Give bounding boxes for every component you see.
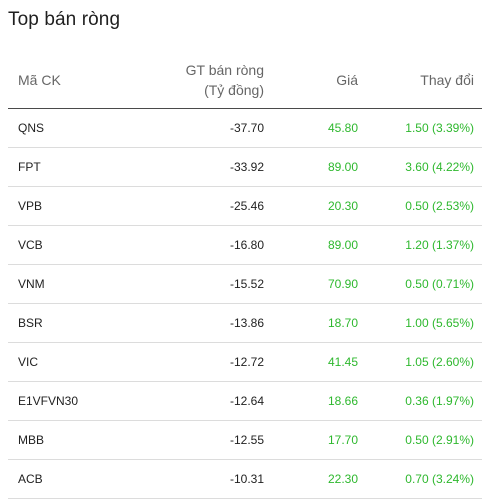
table-row[interactable]: QNS -37.70 45.80 1.50 (3.39%) [8, 108, 482, 148]
price-cell: 18.70 [264, 303, 358, 343]
change-cell: 1.00 (5.65%) [358, 303, 482, 343]
price-cell: 45.80 [264, 108, 358, 148]
change-cell: 1.20 (1.37%) [358, 225, 482, 265]
table-row[interactable]: MBB -12.55 17.70 0.50 (2.91%) [8, 420, 482, 460]
net-value-cell: -15.52 [150, 264, 264, 304]
column-header-net-value[interactable]: GT bán ròng (Tỷ đồng) [150, 52, 264, 109]
table-body: QNS -37.70 45.80 1.50 (3.39%) FPT -33.92… [8, 108, 482, 499]
widget-title: Top bán ròng [8, 9, 121, 30]
net-value-cell: -37.70 [150, 108, 264, 148]
change-cell: 0.50 (0.71%) [358, 264, 482, 304]
change-cell: 1.05 (2.60%) [358, 342, 482, 382]
price-cell: 41.45 [264, 342, 358, 382]
change-cell: 0.36 (1.97%) [358, 381, 482, 421]
column-header-change[interactable]: Thay đổi [358, 52, 482, 109]
ticker-cell[interactable]: BSR [8, 303, 150, 343]
net-value-cell: -12.55 [150, 420, 264, 460]
column-header-price[interactable]: Giá [264, 52, 358, 109]
price-cell: 22.30 [264, 459, 358, 499]
net-value-cell: -16.80 [150, 225, 264, 265]
change-cell: 0.50 (2.53%) [358, 186, 482, 226]
price-cell: 18.66 [264, 381, 358, 421]
change-cell: 1.50 (3.39%) [358, 108, 482, 148]
ticker-cell[interactable]: VIC [8, 342, 150, 382]
ticker-cell[interactable]: VCB [8, 225, 150, 265]
ticker-cell[interactable]: FPT [8, 147, 150, 187]
net-value-cell: -25.46 [150, 186, 264, 226]
price-cell: 89.00 [264, 225, 358, 265]
price-cell: 20.30 [264, 186, 358, 226]
column-header-ticker[interactable]: Mã CK [8, 52, 150, 109]
ticker-cell[interactable]: VNM [8, 264, 150, 304]
net-value-cell: -13.86 [150, 303, 264, 343]
table-row[interactable]: VNM -15.52 70.90 0.50 (0.71%) [8, 264, 482, 304]
ticker-cell[interactable]: E1VFVN30 [8, 381, 150, 421]
net-sell-table: Mã CK GT bán ròng (Tỷ đồng) Giá Thay đổi… [8, 52, 482, 499]
ticker-cell[interactable]: VPB [8, 186, 150, 226]
column-header-net-value-line1: GT bán ròng [185, 62, 264, 78]
table-row[interactable]: VIC -12.72 41.45 1.05 (2.60%) [8, 342, 482, 382]
ticker-cell[interactable]: MBB [8, 420, 150, 460]
change-cell: 0.50 (2.91%) [358, 420, 482, 460]
net-value-cell: -12.72 [150, 342, 264, 382]
net-value-cell: -10.31 [150, 459, 264, 499]
table-header: Mã CK GT bán ròng (Tỷ đồng) Giá Thay đổi [8, 52, 482, 109]
table-row[interactable]: ACB -10.31 22.30 0.70 (3.24%) [8, 459, 482, 499]
change-cell: 0.70 (3.24%) [358, 459, 482, 499]
net-value-cell: -33.92 [150, 147, 264, 187]
ticker-cell[interactable]: QNS [8, 108, 150, 148]
price-cell: 89.00 [264, 147, 358, 187]
table-row[interactable]: VCB -16.80 89.00 1.20 (1.37%) [8, 225, 482, 265]
net-value-cell: -12.64 [150, 381, 264, 421]
table-row[interactable]: BSR -13.86 18.70 1.00 (5.65%) [8, 303, 482, 343]
price-cell: 70.90 [264, 264, 358, 304]
table-row[interactable]: VPB -25.46 20.30 0.50 (2.53%) [8, 186, 482, 226]
change-cell: 3.60 (4.22%) [358, 147, 482, 187]
column-header-net-value-line2: (Tỷ đồng) [204, 82, 264, 98]
table-row[interactable]: FPT -33.92 89.00 3.60 (4.22%) [8, 147, 482, 187]
header-row: Mã CK GT bán ròng (Tỷ đồng) Giá Thay đổi [8, 52, 482, 109]
ticker-cell[interactable]: ACB [8, 459, 150, 499]
price-cell: 17.70 [264, 420, 358, 460]
table-row[interactable]: E1VFVN30 -12.64 18.66 0.36 (1.97%) [8, 381, 482, 421]
